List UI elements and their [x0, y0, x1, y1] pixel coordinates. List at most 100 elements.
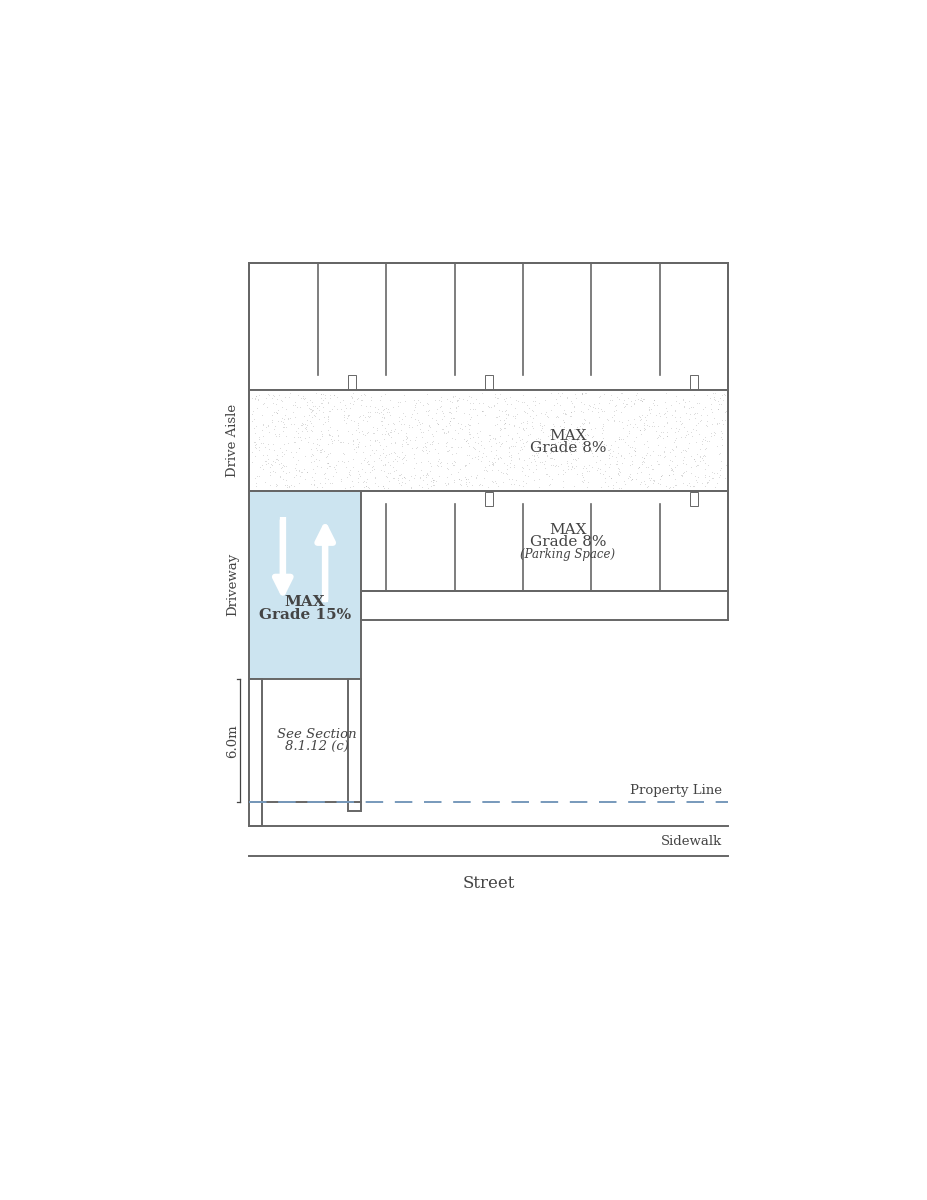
Point — [336, 401, 350, 420]
Point — [702, 389, 717, 408]
Point — [498, 391, 513, 410]
Point — [255, 427, 270, 446]
Point — [623, 470, 638, 490]
Point — [573, 401, 588, 420]
Point — [375, 430, 390, 449]
Point — [438, 416, 453, 436]
Point — [575, 433, 590, 452]
Point — [478, 446, 493, 466]
Point — [495, 472, 510, 491]
Point — [262, 466, 277, 485]
Point — [591, 464, 606, 484]
Point — [305, 421, 320, 440]
Point — [330, 426, 345, 445]
Point — [689, 392, 704, 412]
Point — [378, 422, 393, 442]
Point — [380, 400, 395, 419]
Point — [619, 416, 634, 436]
Point — [578, 458, 593, 478]
Point — [421, 401, 436, 420]
Point — [269, 403, 284, 422]
Point — [390, 470, 405, 490]
Point — [276, 434, 291, 454]
Point — [481, 451, 496, 470]
Text: MAX: MAX — [285, 595, 325, 608]
Point — [679, 455, 693, 474]
Point — [581, 455, 596, 474]
Point — [336, 408, 350, 427]
Point — [577, 414, 591, 433]
Point — [652, 426, 667, 445]
Point — [374, 425, 388, 444]
Bar — [689, 374, 697, 389]
Point — [259, 389, 273, 408]
Point — [313, 384, 328, 403]
Point — [694, 474, 709, 493]
Point — [367, 402, 382, 421]
Point — [395, 409, 410, 428]
Point — [387, 449, 402, 468]
Point — [565, 449, 580, 468]
Point — [439, 390, 454, 409]
Point — [286, 432, 301, 451]
Point — [525, 408, 540, 427]
Point — [597, 461, 612, 480]
Point — [459, 446, 474, 466]
Point — [414, 427, 429, 446]
Point — [386, 451, 400, 470]
Point — [315, 397, 330, 416]
Point — [413, 469, 427, 488]
Point — [559, 451, 574, 470]
Point — [658, 401, 673, 420]
Point — [285, 448, 299, 467]
Point — [391, 408, 406, 427]
Point — [439, 474, 454, 493]
Point — [504, 469, 519, 488]
Point — [419, 394, 434, 413]
Point — [558, 420, 573, 439]
Point — [273, 412, 288, 431]
Point — [677, 440, 692, 460]
Point — [636, 449, 651, 468]
Point — [656, 403, 671, 422]
Point — [474, 475, 489, 494]
Point — [664, 460, 679, 479]
Point — [387, 468, 401, 487]
Point — [558, 404, 573, 424]
Point — [303, 400, 318, 419]
Point — [451, 389, 465, 408]
Point — [667, 446, 681, 466]
Point — [284, 475, 298, 494]
Point — [367, 469, 382, 488]
Point — [667, 432, 681, 451]
Point — [342, 476, 357, 496]
Point — [328, 455, 343, 474]
Point — [668, 428, 683, 448]
Point — [616, 391, 630, 410]
Point — [626, 440, 641, 460]
Point — [646, 416, 661, 436]
Point — [467, 400, 482, 419]
Point — [292, 473, 307, 492]
Point — [549, 407, 564, 426]
Point — [277, 406, 292, 425]
Point — [698, 438, 713, 457]
Point — [534, 452, 549, 472]
Point — [656, 416, 671, 436]
Point — [508, 432, 523, 451]
Point — [426, 475, 441, 494]
Point — [696, 460, 711, 479]
Point — [516, 436, 531, 455]
Point — [527, 446, 541, 466]
Point — [297, 407, 311, 426]
Point — [417, 433, 432, 452]
Point — [490, 460, 505, 479]
Point — [253, 433, 268, 452]
Point — [591, 450, 606, 469]
Point — [668, 475, 683, 494]
Point — [333, 432, 348, 451]
Point — [268, 474, 283, 493]
Point — [714, 424, 729, 443]
Point — [350, 418, 365, 437]
Point — [550, 457, 565, 476]
